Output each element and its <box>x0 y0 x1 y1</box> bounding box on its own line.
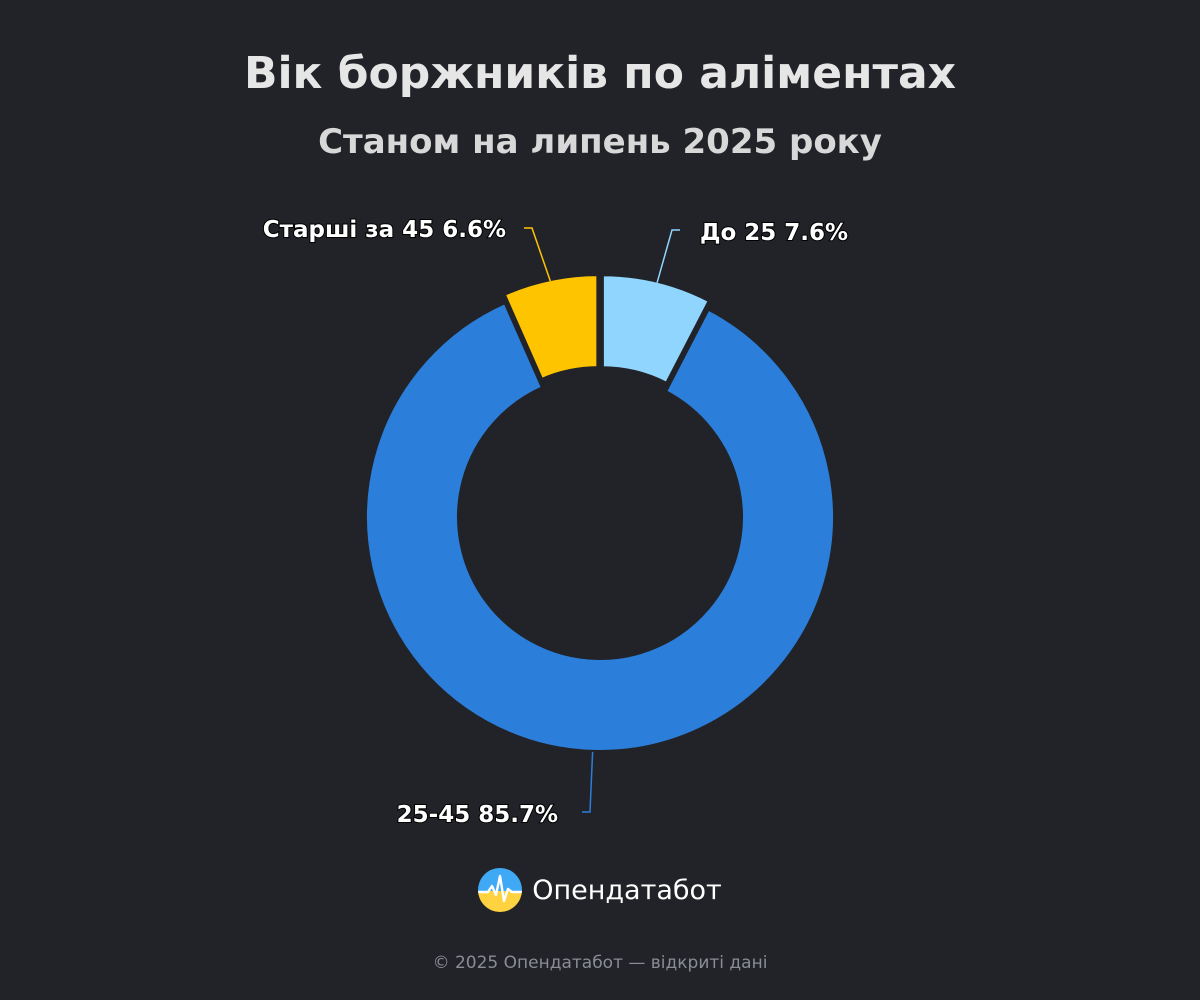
data-label: Старші за 45 6.6% <box>263 217 506 243</box>
label-connector <box>524 227 552 282</box>
data-label: 25-45 85.7% <box>397 802 558 828</box>
opendatabot-logo-icon <box>478 868 523 912</box>
donut-chart: До 25 7.6% 25-45 85.7% Старші за 45 6.6% <box>262 216 849 829</box>
chart-title: Вік боржників по аліментах <box>243 48 957 99</box>
donut-slice-старші-за-45 <box>501 272 601 383</box>
chart-subtitle: Станом на липень 2025 року <box>318 122 882 162</box>
footer-copyright: © 2025 Опендатабот — відкриті дані <box>432 953 768 973</box>
donut-slice-до-25 <box>599 272 712 387</box>
brand-name: Опендатабот <box>532 874 722 906</box>
label-connector <box>582 751 594 813</box>
donut-slice-25-45 <box>363 299 837 754</box>
brand: Опендатабот <box>0 868 1200 912</box>
data-label: До 25 7.6% <box>700 220 848 246</box>
label-connector <box>656 229 680 284</box>
